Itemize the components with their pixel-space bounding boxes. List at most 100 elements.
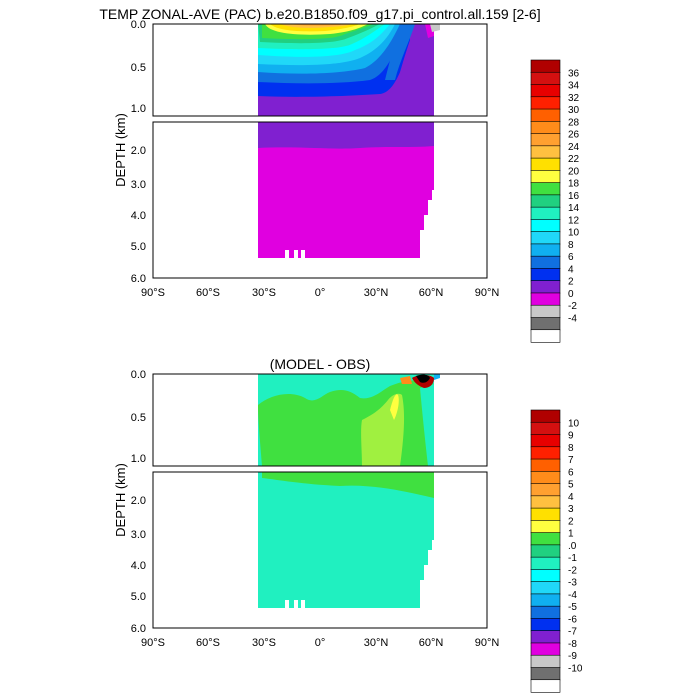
panel-2-upper-frame <box>152 373 488 467</box>
colorbar-label: 4 <box>568 264 574 275</box>
colorbar-label: 32 <box>568 93 580 104</box>
p2-deep-base <box>258 472 434 608</box>
colorbar-label: 9 <box>568 431 574 442</box>
colorbar-swatch <box>530 255 561 270</box>
colorbar-label: 2 <box>568 277 574 288</box>
p2-ytick-4: 3.0 <box>131 529 146 541</box>
colorbar-swatch <box>530 434 561 448</box>
p2-ytick-5: 4.0 <box>131 560 146 572</box>
colorbar-swatch <box>530 667 561 681</box>
colorbar-swatch <box>530 520 561 534</box>
p1-highlat-purple <box>390 24 434 116</box>
p1-xtick-5: 60°N <box>419 287 444 299</box>
colorbar-swatch <box>530 495 561 509</box>
colorbar-swatch <box>530 679 561 693</box>
p1-xtick-3: 0° <box>315 287 326 299</box>
panel-2-x-axis: 90°S 60°S 30°S 0° 30°N 60°N 90°N <box>141 637 499 649</box>
colorbar-label: -2 <box>568 565 577 576</box>
p2-xtick-4: 30°N <box>364 637 389 649</box>
p2-xtick-2: 30°S <box>252 637 276 649</box>
colorbar-label: 18 <box>568 179 580 190</box>
p2-seafloor-gap-2 <box>294 600 298 608</box>
colorbar-label: 10 <box>568 418 580 429</box>
p2-xtick-3: 0° <box>315 637 326 649</box>
colorbar-label: -9 <box>568 651 577 662</box>
figure-title: TEMP ZONAL-AVE (PAC) b.e20.B1850.f09_g17… <box>99 6 540 22</box>
p1-ytick-1: 0.5 <box>131 62 146 74</box>
colorbar-swatch <box>530 532 561 546</box>
colorbar-swatch <box>530 421 561 436</box>
p1-ytick-6: 5.0 <box>131 241 146 253</box>
colorbar-swatch <box>530 556 561 570</box>
colorbar-swatch <box>530 642 561 656</box>
colorbar-label: 1 <box>568 529 574 540</box>
colorbar-swatch <box>530 654 561 669</box>
panel-2-lower-frame <box>152 471 488 629</box>
p2-xtick-5: 60°N <box>419 637 444 649</box>
colorbar-swatch <box>530 133 561 147</box>
colorbar-swatch <box>530 317 561 331</box>
p1-ytick-2: 1.0 <box>131 103 146 115</box>
p2-seafloor-gap-1 <box>285 600 289 608</box>
p1-xtick-2: 30°S <box>252 287 276 299</box>
colorbar-swatch <box>530 458 561 472</box>
colorbar-label: 6 <box>568 467 574 478</box>
p1-ytick-0: 0.0 <box>131 19 146 31</box>
colorbar-swatch <box>530 219 561 233</box>
p1-highlat-blue <box>385 24 415 80</box>
colorbar-swatch <box>530 409 561 423</box>
p1-xtick-4: 30°N <box>364 287 389 299</box>
colorbar-label: 3 <box>568 504 574 515</box>
p2-layer-cyan-north <box>420 384 434 466</box>
colorbar-swatch <box>530 507 561 521</box>
colorbar-swatch <box>530 231 561 245</box>
panel-1-field <box>258 24 440 258</box>
colorbar-label: 12 <box>568 215 580 226</box>
colorbar-swatch <box>530 243 561 257</box>
colorbar-label: 8 <box>568 443 574 454</box>
colorbar-label: 36 <box>568 68 580 79</box>
colorbar-swatch <box>530 71 561 86</box>
p2-xtick-0: 90°S <box>141 637 165 649</box>
p2-deep-floor <box>420 540 434 608</box>
colorbar-swatch <box>530 483 561 497</box>
colorbar-swatch <box>530 59 561 73</box>
panel-1-lower-frame <box>152 121 488 279</box>
p1-highlat-gray <box>430 24 440 32</box>
colorbar-label: 24 <box>568 142 580 153</box>
colorbar-label: -4 <box>568 313 577 324</box>
colorbar-label: 14 <box>568 203 580 214</box>
colorbar-swatch <box>530 121 561 135</box>
colorbar-label: 5 <box>568 480 574 491</box>
colorbar-label: -10 <box>568 663 583 674</box>
p1-xtick-0: 90°S <box>141 287 165 299</box>
colorbar-swatch <box>530 96 561 110</box>
colorbar-label: 28 <box>568 117 580 128</box>
colorbar-label: 34 <box>568 81 580 92</box>
colorbar-swatch <box>530 170 561 184</box>
p1-ytick-5: 4.0 <box>131 210 146 222</box>
panel-2-ylabel: DEPTH (km) <box>113 463 128 537</box>
colorbar-swatch <box>530 329 561 343</box>
colorbar-swatch <box>530 108 561 122</box>
p2-ytick-3: 2.0 <box>131 495 146 507</box>
colorbar-label: 16 <box>568 191 580 202</box>
colorbar-swatch <box>530 292 561 306</box>
colorbar-swatch <box>530 206 561 220</box>
p1-ytick-7: 6.0 <box>131 273 146 285</box>
colorbar-label: 26 <box>568 130 580 141</box>
colorbar-swatch <box>530 630 561 644</box>
colorbar-label: -6 <box>568 614 577 625</box>
colorbar-label: .0 <box>568 541 577 552</box>
colorbar-label: 2 <box>568 516 574 527</box>
panel-2-y-axis: 0.0 0.5 1.0 2.0 3.0 4.0 5.0 6.0 <box>131 369 146 635</box>
p2-surface-black <box>416 374 430 383</box>
p2-surface-orange <box>400 376 412 384</box>
colorbar-swatch <box>530 618 561 632</box>
colorbar-label: 6 <box>568 252 574 263</box>
colorbar-swatch <box>530 268 561 282</box>
p2-ytick-7: 6.0 <box>131 623 146 635</box>
